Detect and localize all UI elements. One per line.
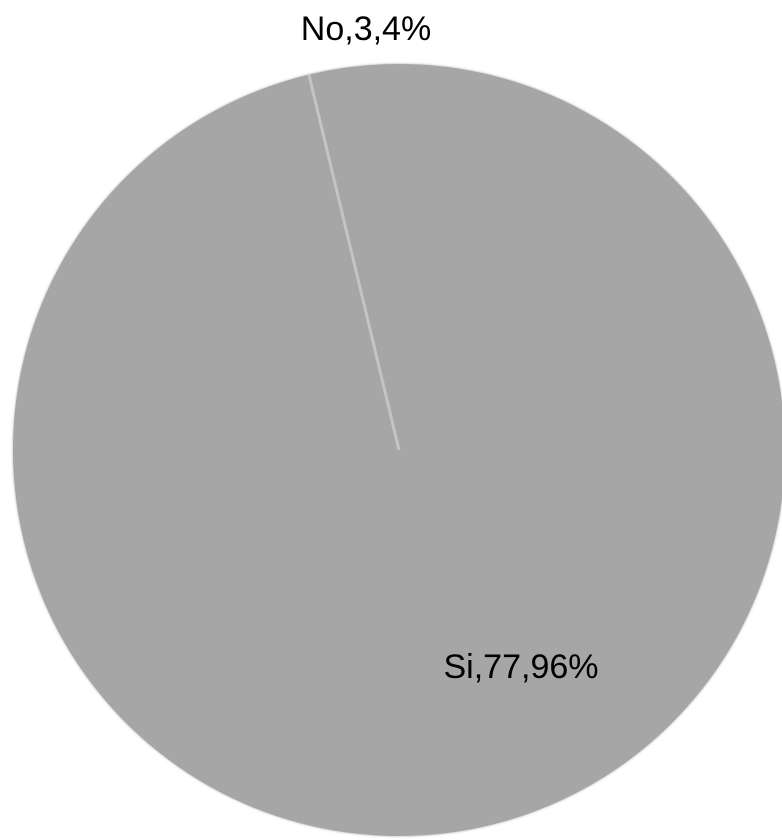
slice-separator	[307, 74, 401, 451]
slice-label-no: No,3,4%	[301, 10, 431, 48]
slice-label-si: Si,77,96%	[444, 648, 599, 686]
pie-slices	[13, 64, 782, 836]
